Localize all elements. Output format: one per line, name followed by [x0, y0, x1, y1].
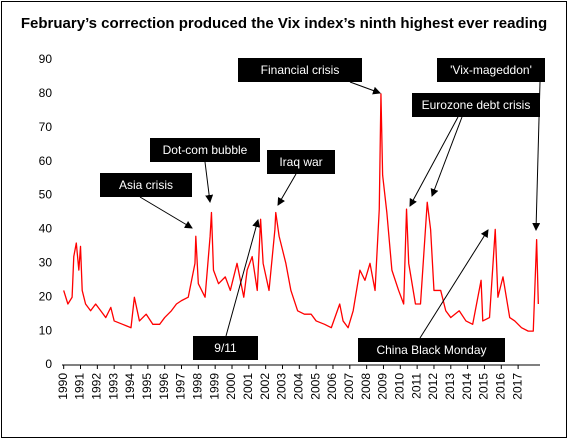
x-tick-label: 2002 — [258, 373, 272, 400]
annotation-label: China Black Monday — [376, 343, 486, 357]
y-tick-label: 70 — [39, 120, 53, 134]
x-tick-label: 2015 — [477, 373, 491, 400]
annotation-arrow — [430, 116, 463, 197]
x-tick-label: 2003 — [275, 373, 289, 400]
x-tick-label: 1992 — [90, 373, 104, 400]
annotation-label: 'Vix-mageddon' — [450, 63, 532, 77]
x-tick-label: 1991 — [73, 373, 87, 400]
annotation-box — [193, 336, 258, 360]
x-tick-label: 2006 — [325, 373, 339, 400]
x-tick-label: 1999 — [207, 373, 221, 400]
annotation-label: Iraq war — [279, 155, 322, 169]
annotation-box — [100, 173, 192, 197]
vix-line — [63, 93, 539, 332]
x-tick-label: 2013 — [443, 373, 457, 400]
annotation-box — [437, 58, 545, 82]
y-tick-label: 10 — [39, 323, 53, 337]
x-tick-label: 2017 — [510, 373, 524, 400]
annotation-box — [238, 58, 362, 82]
x-tick-label: 2014 — [460, 373, 474, 400]
annotation-box — [150, 138, 260, 162]
annotation-box — [267, 150, 335, 174]
x-tick-label: 2001 — [241, 373, 255, 400]
annotation-arrow — [277, 173, 297, 206]
y-tick-label: 80 — [39, 86, 53, 100]
y-tick-label: 30 — [39, 256, 53, 270]
x-tick-label: 2016 — [493, 373, 507, 400]
annotation-arrow — [225, 219, 260, 337]
annotation-label: Dot-com bubble — [163, 143, 248, 157]
x-tick-label: 2005 — [308, 373, 322, 400]
annotation-box — [412, 93, 540, 117]
x-tick-label: 2012 — [426, 373, 440, 400]
annotation-arrow — [139, 196, 193, 229]
annotation-arrow — [349, 81, 381, 95]
annotation-arrow — [419, 229, 489, 339]
x-tick-label: 1995 — [140, 373, 154, 400]
y-tick-label: 40 — [39, 222, 53, 236]
x-tick-label: 2000 — [224, 373, 238, 400]
y-tick-label: 60 — [39, 154, 53, 168]
y-tick-label: 50 — [39, 188, 53, 202]
x-tick-label: 1993 — [106, 373, 120, 400]
x-tick-label: 1998 — [191, 373, 205, 400]
y-tick-label: 20 — [39, 289, 53, 303]
x-tick-label: 2008 — [359, 373, 373, 400]
x-tick-label: 1994 — [123, 373, 137, 400]
x-tick-label: 2007 — [342, 373, 356, 400]
x-tick-label: 2009 — [376, 373, 390, 400]
x-tick-label: 2011 — [409, 373, 423, 399]
annotation-label: 9/11 — [214, 341, 237, 355]
annotation-label: Eurozone debt crisis — [422, 98, 531, 112]
annotation-box — [358, 338, 505, 362]
annotation-label: Financial crisis — [261, 63, 340, 77]
annotation-arrow — [409, 116, 459, 207]
x-tick-label: 2010 — [392, 373, 406, 400]
x-tick-label: 2004 — [291, 373, 305, 400]
y-tick-label: 0 — [45, 357, 52, 371]
x-tick-label: 1996 — [157, 373, 171, 400]
x-tick-label: 1997 — [174, 373, 188, 400]
x-tick-label: 1990 — [56, 373, 70, 400]
annotation-arrow — [204, 161, 214, 203]
annotation-label: Asia crisis — [119, 178, 173, 192]
y-tick-label: 90 — [39, 52, 53, 66]
chart-title: February’s correction produced the Vix i… — [21, 15, 547, 32]
